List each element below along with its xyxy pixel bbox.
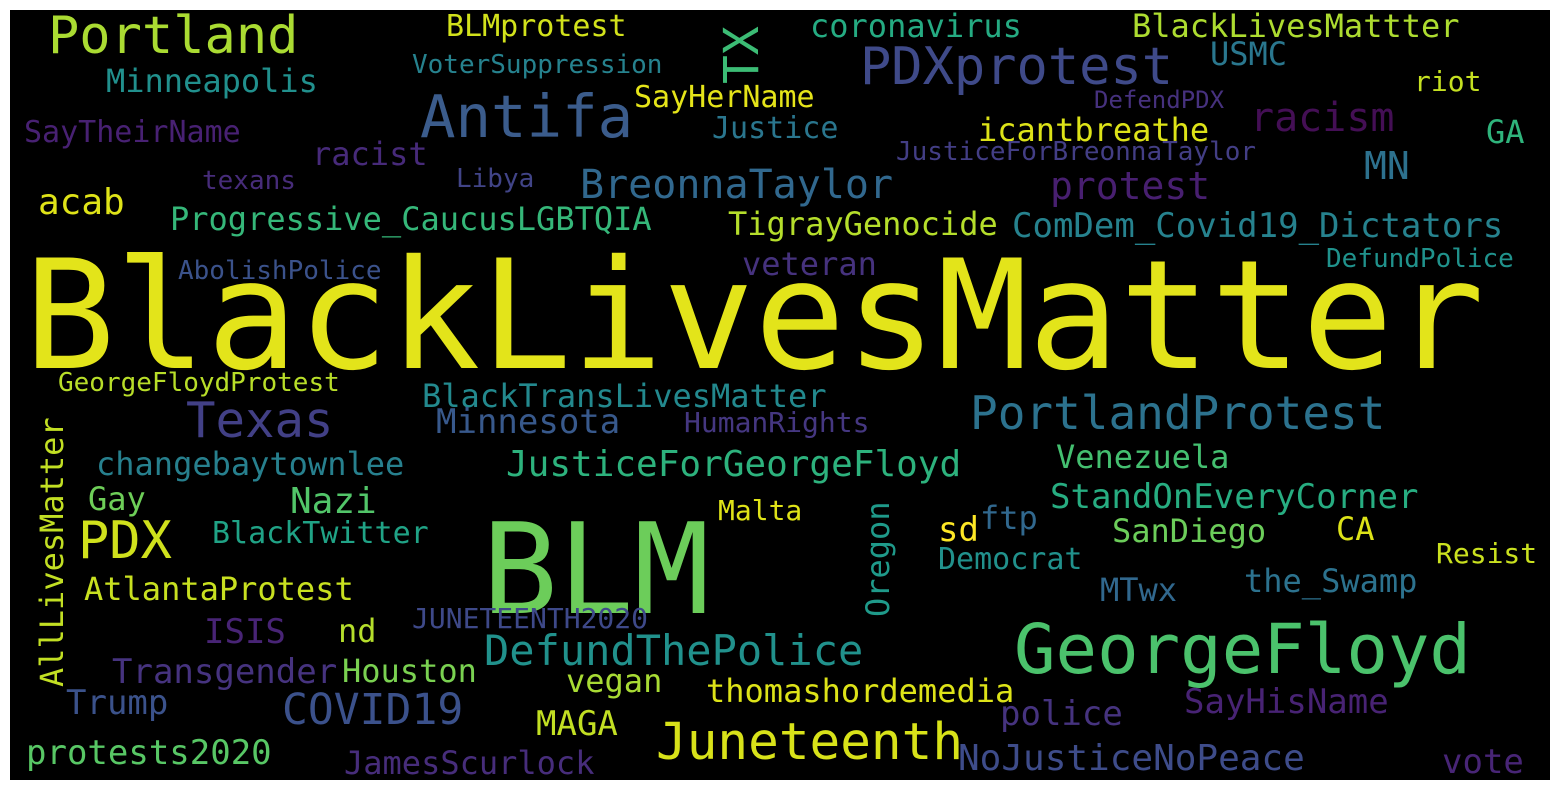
word: Portland — [48, 10, 299, 66]
word: Trump — [66, 683, 169, 723]
word: AbolishPolice — [178, 256, 382, 286]
word: vegan — [566, 662, 663, 700]
word: AtlantaProtest — [84, 570, 354, 608]
word: veteran — [742, 245, 877, 283]
word: BLM — [482, 496, 710, 643]
word: MN — [1364, 144, 1410, 188]
word: Houston — [342, 652, 477, 690]
word: racist — [312, 135, 428, 173]
word: Venezuela — [1056, 438, 1230, 476]
word: USMC — [1210, 35, 1288, 73]
word: Juneteenth — [656, 713, 964, 772]
word: Transgender — [112, 652, 338, 692]
word: GA — [1486, 113, 1525, 151]
word: BlackTransLivesMatter — [422, 377, 827, 415]
word: SanDiego — [1112, 512, 1267, 550]
word: JusticeForBreonnaTaylor — [896, 137, 1257, 167]
word: MTwx — [1100, 571, 1178, 609]
word: changebaytownlee — [96, 445, 405, 483]
word: SayHerName — [634, 80, 815, 115]
word: ISIS — [204, 612, 286, 652]
word: BlackLivesMatter — [24, 227, 1485, 404]
word: JUNETEENTH2020 — [412, 602, 649, 635]
word: protests2020 — [26, 733, 272, 773]
word: sd — [938, 510, 979, 550]
word: ComDem_Covid19_Dictators — [1012, 206, 1504, 246]
word: StandOnEveryCorner — [1050, 477, 1419, 517]
word: VoterSuppression — [412, 50, 663, 80]
word: Malta — [718, 494, 803, 527]
word: CA — [1336, 510, 1375, 548]
word: TigrayGenocide — [728, 205, 998, 243]
word: NoJusticeNoPeace — [958, 738, 1305, 779]
word-cloud: BlackLivesMatter BLM GeorgeFloyd Portlan… — [10, 10, 1550, 780]
word: texans — [202, 166, 296, 196]
word: BreonnaTaylor — [580, 162, 894, 208]
word: HumanRights — [684, 406, 870, 439]
word: ftp — [980, 499, 1038, 537]
word: SayTheirName — [24, 115, 241, 150]
word: GeorgeFloydProtest — [58, 368, 340, 398]
word: SayHisName — [1184, 682, 1389, 722]
word: GeorgeFloyd — [1014, 610, 1471, 690]
word: TX — [714, 26, 770, 84]
word: thomashordemedia — [706, 672, 1015, 710]
word: JamesScurlock — [344, 744, 595, 780]
word: Minnesota — [436, 402, 621, 442]
word: riot — [1414, 65, 1482, 98]
word: BLMprotest — [446, 10, 627, 44]
word: Gay — [88, 480, 146, 518]
word: Resist — [1436, 537, 1538, 570]
word: nd — [338, 612, 377, 650]
word: police — [1000, 694, 1123, 734]
word: DefundPolice — [1326, 244, 1514, 274]
word: DefendPDX — [1094, 86, 1225, 114]
word: Democrat — [938, 542, 1083, 577]
word: Progressive_CaucusLGBTQIA — [170, 200, 652, 238]
word: coronavirus — [810, 10, 1022, 45]
word: vote — [1442, 742, 1524, 780]
word: Antifa — [420, 82, 634, 151]
word: PortlandProtest — [970, 386, 1386, 440]
word: Justice — [712, 111, 839, 146]
word: the_Swamp — [1244, 562, 1418, 600]
word: Texas — [186, 392, 334, 449]
word: Minneapolis — [106, 62, 318, 100]
word: MAGA — [536, 704, 618, 744]
word: Libya — [456, 164, 535, 194]
word: BlackLivesMattter — [1132, 10, 1460, 45]
word: JusticeForGeorgeFloyd — [506, 444, 962, 485]
word: BlackTwitter — [212, 516, 429, 551]
word: Nazi — [290, 481, 377, 522]
word: icantbreathe — [978, 111, 1210, 149]
word: PDXprotest — [860, 37, 1174, 97]
word: Oregon — [859, 501, 897, 617]
word: racism — [1250, 95, 1395, 141]
word: PDX — [78, 511, 172, 571]
word: acab — [38, 182, 125, 223]
word: protest — [1050, 164, 1211, 208]
word: AllLivesMatter — [33, 417, 71, 687]
word: COVID19 — [282, 685, 464, 735]
word: DefundThePolice — [484, 626, 864, 675]
